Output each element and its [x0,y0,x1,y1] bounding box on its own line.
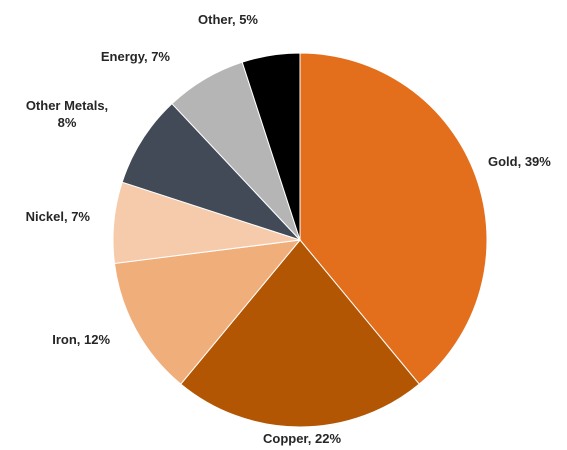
pie-slice-other-metals [121,102,301,241]
slice-label-nickel: Nickel, 7% [26,209,91,224]
slice-label-energy: Energy, 7% [101,49,171,64]
slice-label-copper: Copper, 22% [263,431,341,446]
labels-group: Gold, 39% Copper, 22% Iron, 12% Nickel, 7% O… [26,12,552,446]
slices-group [112,52,488,428]
pie-slice-copper [180,239,420,428]
slice-label-gold: Gold, 39% [488,154,551,169]
pie-slice-iron [113,239,302,385]
slice-label-other: Other, 5% [198,12,258,27]
slice-label-iron: Iron, 12% [52,332,110,347]
slice-label-other-metals: Other Metals, 8% [26,98,108,130]
pie-slice-other [241,52,301,241]
pie-slice-gold [299,52,488,385]
